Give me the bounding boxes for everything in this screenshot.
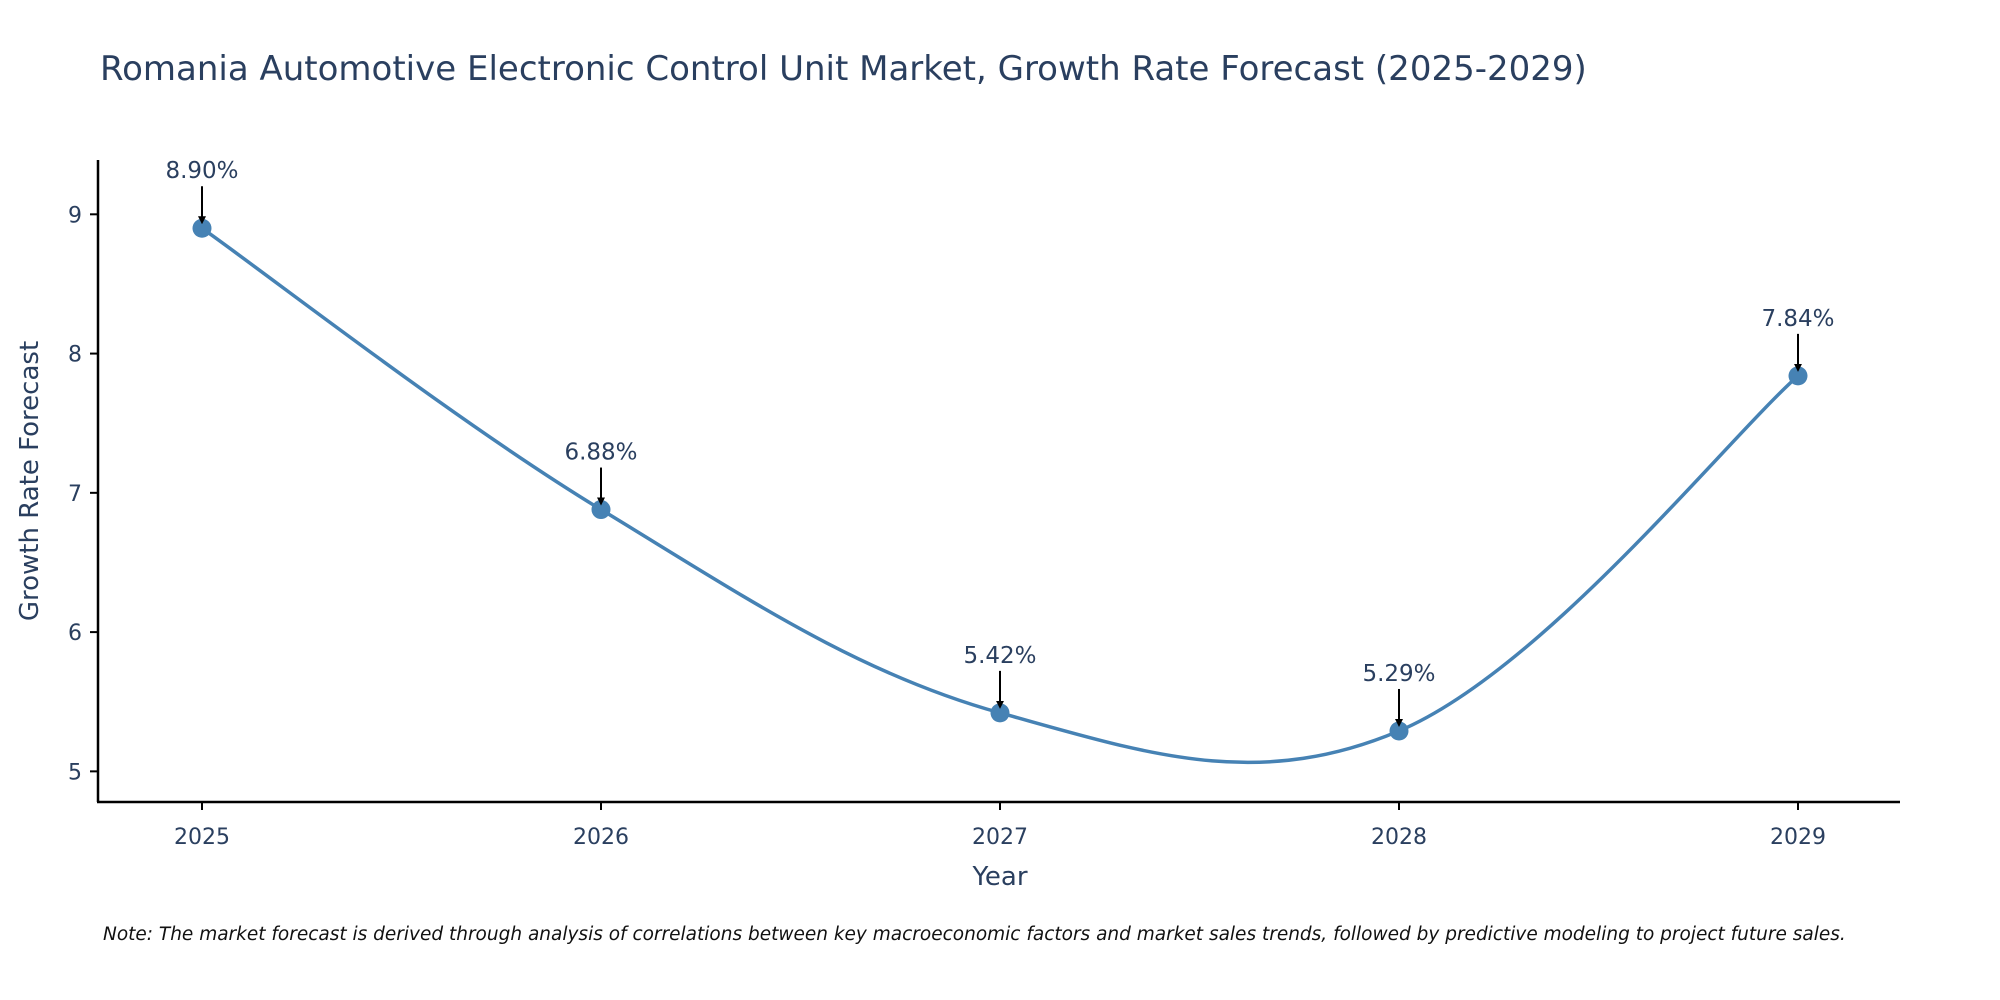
- y-tick-label: 5: [68, 760, 82, 785]
- x-axis-title: Year: [971, 862, 1027, 892]
- data-label-2026: 6.88%: [564, 440, 637, 466]
- data-label-2028: 5.29%: [1362, 661, 1435, 687]
- x-tick-label: 2028: [1371, 825, 1427, 850]
- data-point-2026: [591, 500, 611, 520]
- x-tick-label: 2029: [1770, 825, 1826, 850]
- footnote: Note: The market forecast is derived thr…: [103, 924, 1846, 945]
- data-label-2027: 5.42%: [963, 643, 1036, 669]
- data-label-2029: 7.84%: [1761, 306, 1834, 332]
- x-tick-label: 2026: [573, 825, 629, 850]
- y-axis-title: Growth Rate Forecast: [15, 341, 45, 621]
- data-point-2028: [1389, 721, 1409, 741]
- data-point-2025: [192, 218, 212, 238]
- x-tick-label: 2027: [972, 825, 1028, 850]
- data-point-2029: [1788, 366, 1808, 386]
- x-axis-ticks: 2025 2026 2027 2028 2029: [174, 802, 1826, 850]
- chart-title: Romania Automotive Electronic Control Un…: [100, 49, 1587, 89]
- data-label-2025: 8.90%: [165, 158, 238, 184]
- data-markers: [192, 218, 1808, 741]
- x-tick-label: 2025: [174, 825, 230, 850]
- data-annotations: 8.90% 6.88% 5.42% 5.29% 7.84%: [165, 158, 1835, 727]
- data-point-2027: [990, 703, 1010, 723]
- y-tick-label: 8: [68, 343, 82, 368]
- y-tick-label: 6: [68, 621, 82, 646]
- y-tick-label: 9: [68, 203, 82, 228]
- y-axis-ticks: 5 6 7 8 9: [68, 203, 98, 785]
- y-tick-label: 7: [68, 482, 82, 507]
